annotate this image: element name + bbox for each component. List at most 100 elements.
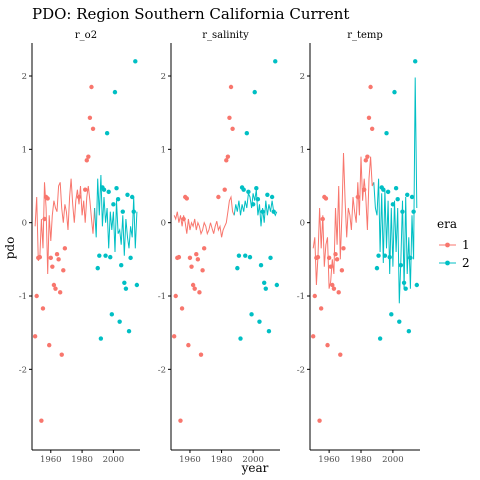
series-line-era2 <box>94 174 138 256</box>
data-point-era1 <box>325 342 330 348</box>
data-point-era2 <box>387 254 392 260</box>
data-point-era2 <box>119 263 124 268</box>
x-tick-label: 1960 <box>179 455 201 465</box>
data-point-era1 <box>230 126 235 131</box>
data-point-era1 <box>57 290 63 295</box>
data-point-era2 <box>106 189 111 195</box>
data-point-era2 <box>98 336 104 341</box>
data-point-era2 <box>411 209 416 214</box>
data-point-era1 <box>40 306 46 311</box>
data-point-era2 <box>133 59 138 64</box>
y-tick-label: 2 <box>161 72 166 82</box>
data-point-era2 <box>134 282 140 288</box>
data-point-era1 <box>179 306 185 311</box>
data-point-era2 <box>376 253 381 258</box>
data-point-era1 <box>187 255 193 261</box>
data-point-era2 <box>392 89 397 95</box>
y-tick-label: 0 <box>300 219 305 229</box>
data-point-era1 <box>368 84 373 90</box>
y-tick-label: 2 <box>22 72 27 82</box>
data-point-era1 <box>228 84 234 90</box>
data-point-era1 <box>326 255 332 261</box>
legend-key-point <box>445 242 450 248</box>
legend-key-point <box>445 260 450 266</box>
data-point-era2 <box>104 131 110 136</box>
data-point-era1 <box>320 216 325 222</box>
data-point-era2 <box>266 329 272 334</box>
data-point-era2 <box>101 187 107 192</box>
data-point-era1 <box>34 293 39 299</box>
data-point-era1 <box>323 196 329 201</box>
panel-r_salinity: r_salinity -2 -1 0 1 2 1960 1980 2000 <box>158 30 280 465</box>
data-point-era2 <box>117 319 122 324</box>
series-line-era2 <box>233 189 278 227</box>
data-point-era1 <box>178 418 183 423</box>
data-point-era2 <box>384 131 389 136</box>
data-point-era1 <box>181 216 186 222</box>
data-point-era1 <box>173 293 178 299</box>
data-point-era1 <box>51 282 57 288</box>
data-point-era2 <box>123 286 129 291</box>
data-point-era1 <box>334 257 340 262</box>
data-point-era2 <box>114 186 119 191</box>
data-point-era2 <box>260 209 265 214</box>
data-point-era1 <box>310 334 316 339</box>
data-point-era2 <box>125 192 130 197</box>
data-point-era1 <box>45 196 50 201</box>
y-tick-label: -1 <box>19 292 27 302</box>
x-tick-label: 1960 <box>318 455 340 465</box>
data-point-era1 <box>53 286 58 291</box>
data-point-era2 <box>409 194 415 200</box>
y-tick-label: 1 <box>161 145 166 155</box>
panel-r_o2: r_o2 -2 -1 0 1 2 1960 1980 2000 <box>19 30 140 465</box>
data-point-era2 <box>255 197 261 202</box>
data-point-era2 <box>406 329 412 334</box>
data-point-era2 <box>405 192 410 197</box>
data-point-era2 <box>249 312 254 317</box>
series-line-era1 <box>34 178 96 275</box>
data-point-era1 <box>61 268 66 273</box>
data-point-era1 <box>365 154 370 159</box>
data-point-era1 <box>225 154 231 159</box>
strip-label: r_salinity <box>202 30 249 41</box>
data-point-era2 <box>271 209 276 214</box>
data-point-era2 <box>389 312 394 317</box>
data-point-era1 <box>194 252 199 257</box>
x-tick-label: 2000 <box>242 455 264 465</box>
data-point-era2 <box>236 253 242 258</box>
x-tick-label: 1980 <box>211 455 233 465</box>
data-point-era1 <box>171 334 177 339</box>
data-point-era2 <box>241 187 246 192</box>
data-point-era2 <box>382 253 388 258</box>
data-point-era2 <box>265 192 270 197</box>
data-point-era1 <box>39 418 44 423</box>
data-point-era2 <box>108 254 113 260</box>
data-point-era1 <box>37 254 43 260</box>
data-point-era1 <box>87 115 93 121</box>
data-point-era2 <box>400 209 405 214</box>
data-point-era2 <box>414 282 420 288</box>
data-point-era2 <box>246 189 251 195</box>
legend: era 1 2 <box>437 217 470 270</box>
data-point-era1 <box>318 306 324 311</box>
data-point-era1 <box>328 264 333 269</box>
legend-label: 1 <box>462 238 470 252</box>
data-point-era1 <box>86 154 91 159</box>
data-point-era2 <box>122 280 127 285</box>
series-line-era2 <box>373 77 418 304</box>
data-point-era2 <box>397 319 402 324</box>
data-point-era2 <box>263 286 268 291</box>
data-point-era1 <box>184 196 189 201</box>
data-point-era2 <box>235 265 240 271</box>
x-tick-label: 1980 <box>71 455 93 465</box>
data-point-era1 <box>56 257 61 262</box>
data-point-era2 <box>403 286 408 291</box>
data-point-era2 <box>243 253 248 258</box>
data-point-era2 <box>244 131 250 136</box>
y-tick-label: 2 <box>300 72 305 82</box>
data-point-era2 <box>268 255 273 261</box>
data-point-era1 <box>216 194 221 200</box>
data-point-era2 <box>385 189 391 195</box>
data-point-era1 <box>369 126 375 131</box>
